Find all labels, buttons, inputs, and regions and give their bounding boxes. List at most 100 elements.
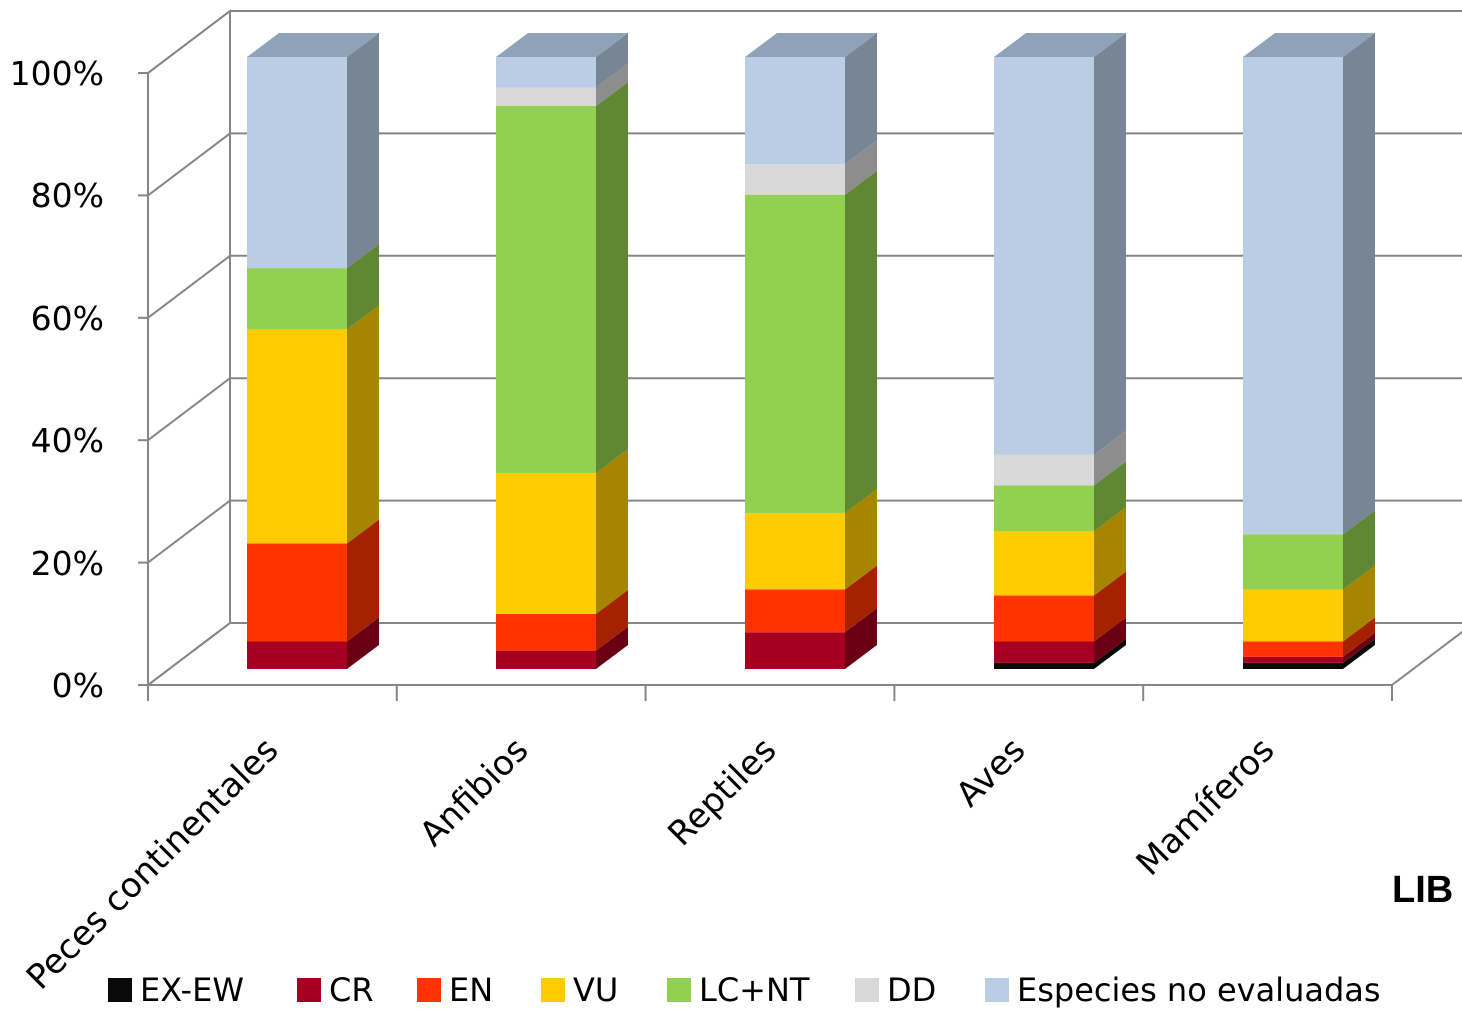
gridline-diagonal bbox=[147, 622, 231, 686]
bar-segment bbox=[994, 662, 1094, 669]
gridline-diagonal bbox=[147, 10, 231, 74]
legend: EX-EW CR EN VU LC+NT DD Especies no eval… bbox=[108, 971, 1381, 1009]
bar-segment-side bbox=[1343, 510, 1375, 590]
legend-label: LC+NT bbox=[699, 971, 810, 1009]
legend-swatch bbox=[541, 978, 565, 1002]
bar-segment bbox=[994, 531, 1094, 596]
clipped-title-text: LIB bbox=[1392, 869, 1453, 911]
bar-segment bbox=[1243, 662, 1343, 669]
bar-segment-side bbox=[596, 626, 628, 669]
x-category-label: Peces continentales bbox=[19, 730, 287, 998]
bar-segment-side bbox=[596, 81, 628, 474]
bar-segment bbox=[247, 268, 347, 330]
bar-segment-side bbox=[1343, 632, 1375, 663]
bar-segment-side bbox=[1094, 430, 1126, 486]
x-category-label: Mamíferos bbox=[1129, 730, 1283, 884]
bar-segment-side bbox=[596, 449, 628, 614]
bar-segment bbox=[745, 512, 845, 590]
bar-segment bbox=[247, 641, 347, 669]
bar-segment-side bbox=[845, 565, 877, 633]
bar-segment bbox=[745, 632, 845, 669]
bar-segment-side bbox=[1094, 638, 1126, 669]
legend-swatch bbox=[297, 978, 321, 1002]
bar-segment-side bbox=[347, 244, 379, 330]
bar-segment-side bbox=[845, 140, 877, 195]
chart-walls bbox=[147, 8, 231, 686]
y-axis-tick-labels: 0% 20% 40% 60% 80% 100% bbox=[10, 54, 104, 705]
axes bbox=[147, 73, 1462, 701]
bar-segment bbox=[994, 485, 1094, 532]
legend-swatch bbox=[985, 978, 1009, 1002]
bar-segment bbox=[496, 87, 596, 106]
bar-segment-side bbox=[347, 33, 379, 269]
bar-top bbox=[247, 33, 379, 57]
bar-segment-side bbox=[596, 63, 628, 106]
bar-segment bbox=[994, 57, 1094, 455]
x-axis-category-labels: Peces continentales Anfibios Reptiles Av… bbox=[19, 730, 1283, 998]
bar-segment bbox=[1243, 534, 1343, 590]
gridline-diagonal bbox=[147, 377, 231, 441]
legend-swatch bbox=[855, 978, 879, 1002]
bar-segment-side bbox=[347, 305, 379, 544]
bar-segment bbox=[1243, 57, 1343, 535]
bar-segment-side bbox=[845, 488, 877, 590]
x-category-label: Anfibios bbox=[412, 730, 536, 854]
bar-segment-side bbox=[1094, 571, 1126, 642]
bar-segment bbox=[994, 641, 1094, 663]
y-tick-label: 40% bbox=[31, 421, 104, 460]
bar-segment-side bbox=[1343, 617, 1375, 657]
y-tick-label: 100% bbox=[10, 54, 104, 93]
bar-segment-side bbox=[1343, 565, 1375, 642]
x-category-label: Reptiles bbox=[660, 730, 784, 854]
bar-segment bbox=[745, 194, 845, 513]
bar-segment-side bbox=[845, 170, 877, 513]
y-tick-label: 80% bbox=[31, 176, 104, 215]
bar-segment bbox=[247, 329, 347, 544]
bar-segment bbox=[1243, 589, 1343, 642]
bar-segment bbox=[496, 613, 596, 651]
x-category-label: Aves bbox=[948, 730, 1033, 815]
bar-segment-side bbox=[1094, 461, 1126, 532]
bar-segment bbox=[1243, 641, 1343, 657]
bar-segment-side bbox=[845, 33, 877, 165]
bar-segment bbox=[247, 57, 347, 269]
bar-segment bbox=[496, 650, 596, 669]
y-tick-label: 20% bbox=[31, 544, 104, 583]
bar-top bbox=[496, 33, 628, 57]
legend-swatch bbox=[667, 978, 691, 1002]
gridline-diagonal bbox=[147, 132, 231, 197]
bar-segment bbox=[496, 57, 596, 88]
gridline-diagonal bbox=[147, 499, 231, 564]
bar-segment bbox=[745, 589, 845, 633]
bar-segment-side bbox=[596, 589, 628, 651]
legend-swatch bbox=[108, 978, 132, 1002]
bar-segment-side bbox=[1094, 33, 1126, 455]
floor-right-edge bbox=[1391, 630, 1462, 686]
y-tick-label: 60% bbox=[31, 299, 104, 338]
legend-label: Especies no evaluadas bbox=[1017, 971, 1381, 1009]
bar-segment-side bbox=[347, 519, 379, 642]
bar-top bbox=[1243, 33, 1375, 57]
legend-label: VU bbox=[573, 971, 618, 1009]
gridline-diagonal bbox=[147, 255, 231, 319]
bar-segment bbox=[496, 105, 596, 474]
bar-segment bbox=[247, 543, 347, 642]
y-tick-label: 0% bbox=[52, 666, 104, 705]
bar-segment-side bbox=[1094, 617, 1126, 663]
bar-segment bbox=[994, 454, 1094, 486]
bar-segment bbox=[1243, 656, 1343, 663]
bar-segment-side bbox=[1343, 638, 1375, 669]
bar-top bbox=[994, 33, 1126, 57]
legend-label: DD bbox=[887, 971, 936, 1009]
bar-segment bbox=[745, 57, 845, 165]
bar-segment bbox=[496, 473, 596, 614]
legend-label: CR bbox=[329, 971, 374, 1009]
bar-segment-side bbox=[1094, 507, 1126, 596]
back-wall-edge bbox=[147, 8, 231, 686]
bar-top bbox=[745, 33, 877, 57]
legend-label: EN bbox=[449, 971, 493, 1009]
bar-segment bbox=[994, 595, 1094, 642]
legend-swatch bbox=[417, 978, 441, 1002]
bars bbox=[247, 33, 1375, 669]
